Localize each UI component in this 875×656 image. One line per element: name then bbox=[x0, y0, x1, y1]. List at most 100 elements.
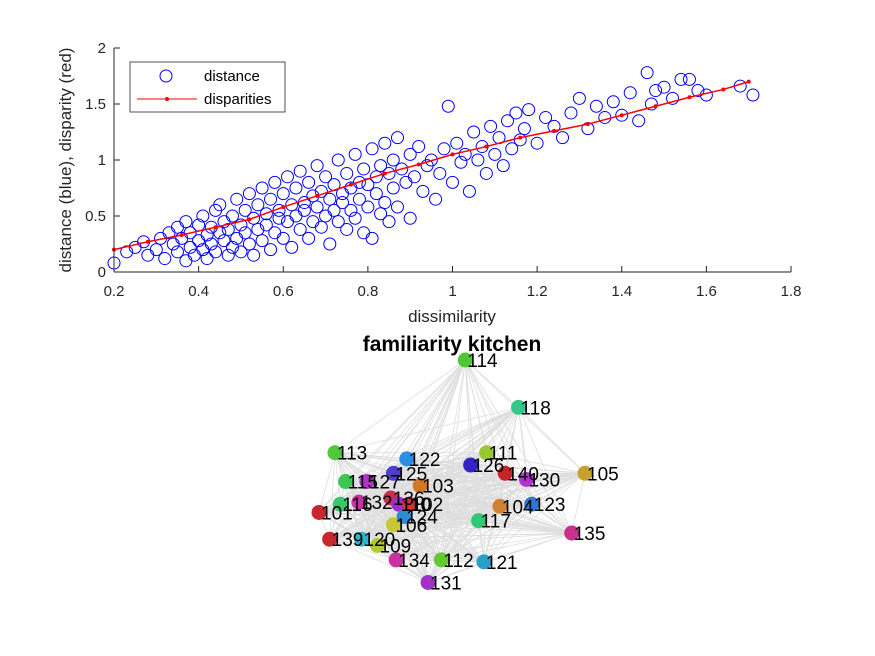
graph-edge bbox=[464, 359, 506, 474]
legend-distance-label: distance bbox=[204, 68, 260, 85]
graph-node bbox=[497, 465, 513, 481]
distance-point bbox=[403, 147, 417, 161]
distance-point bbox=[225, 240, 239, 254]
graph-node bbox=[385, 517, 401, 533]
distance-point bbox=[564, 106, 578, 120]
x-tick-label: 1 bbox=[448, 283, 456, 300]
disparity-point bbox=[145, 239, 150, 244]
graph-node bbox=[399, 451, 415, 467]
distance-point bbox=[352, 175, 366, 189]
distance-point bbox=[238, 203, 252, 217]
distance-point bbox=[293, 164, 307, 178]
distance-point bbox=[505, 142, 519, 156]
disparity-point bbox=[179, 233, 184, 238]
node-label: 103 bbox=[422, 477, 454, 498]
graph-node bbox=[401, 496, 417, 512]
node-label: 123 bbox=[534, 495, 566, 516]
distance-point bbox=[479, 166, 493, 180]
distance-point bbox=[412, 140, 426, 154]
node-label: 126 bbox=[473, 456, 505, 477]
graph-node bbox=[577, 465, 593, 481]
node-label: 110 bbox=[401, 495, 431, 516]
distance-point bbox=[344, 203, 358, 217]
disparities-series bbox=[112, 79, 751, 252]
graph-edge bbox=[419, 485, 500, 507]
node-label: 106 bbox=[395, 516, 427, 537]
distance-point bbox=[302, 175, 316, 189]
distance-point bbox=[509, 106, 523, 120]
disparity-point bbox=[450, 152, 455, 157]
distance-point bbox=[331, 153, 345, 167]
graph-edge bbox=[409, 503, 485, 563]
node-label: 131 bbox=[430, 573, 462, 594]
graph-node bbox=[385, 465, 401, 481]
graph-edge bbox=[329, 538, 397, 561]
distance-point bbox=[691, 84, 705, 98]
distance-point bbox=[264, 243, 278, 257]
graph-edge bbox=[329, 538, 442, 561]
graph-edge bbox=[531, 503, 572, 534]
x-tick-labels: 0.2 0.4 0.6 0.8 1 1.2 1.4 1.6 1.8 bbox=[104, 283, 802, 300]
graph-edge bbox=[465, 359, 586, 474]
disparity-point bbox=[281, 205, 286, 210]
distance-point bbox=[365, 142, 379, 156]
distance-point bbox=[649, 84, 663, 98]
graph-node bbox=[351, 494, 367, 510]
distance-point bbox=[424, 153, 438, 167]
graph-edge bbox=[499, 472, 586, 507]
node-label: 102 bbox=[411, 495, 443, 516]
distance-point bbox=[225, 209, 239, 223]
distance-point bbox=[615, 108, 629, 122]
distance-point bbox=[293, 222, 307, 236]
y-tick-label: 0.5 bbox=[85, 208, 106, 225]
distance-point bbox=[314, 220, 328, 234]
node-label: 101 bbox=[321, 503, 353, 524]
graph-node bbox=[492, 498, 508, 514]
distance-point bbox=[666, 91, 680, 105]
y-tick-labels: 0 0.5 1 1.5 2 bbox=[85, 40, 106, 281]
distance-point bbox=[496, 159, 510, 173]
disparity-point bbox=[653, 104, 658, 109]
graph-edge bbox=[318, 512, 572, 534]
graph-edge bbox=[483, 472, 586, 563]
graph-edge bbox=[518, 407, 586, 474]
distance-point bbox=[644, 97, 658, 111]
distance-point bbox=[297, 203, 311, 217]
distance-point bbox=[259, 218, 273, 232]
legend-distance-marker bbox=[159, 69, 173, 83]
distance-point bbox=[221, 222, 235, 236]
distance-point bbox=[340, 222, 354, 236]
distance-point bbox=[276, 231, 290, 245]
graph-edge bbox=[393, 524, 572, 534]
graph-edge bbox=[329, 520, 479, 540]
distance-point bbox=[323, 192, 337, 206]
disparity-point bbox=[746, 79, 751, 84]
graph-edge bbox=[366, 359, 466, 482]
scatter-plot: 0.2 0.4 0.6 0.8 1 1.2 1.4 1.6 1.8 0 0.5 1 1.5 2 diss… bbox=[56, 40, 801, 326]
graph-node bbox=[332, 496, 348, 512]
graph-node bbox=[327, 445, 343, 461]
x-tick-label: 1.6 bbox=[696, 283, 717, 300]
distance-point bbox=[289, 181, 303, 195]
distance-point bbox=[234, 245, 248, 259]
distance-point bbox=[374, 159, 388, 173]
distance-point bbox=[462, 184, 476, 198]
node-label: 140 bbox=[507, 464, 539, 485]
graph-edge bbox=[404, 516, 572, 534]
distance-point bbox=[183, 240, 197, 254]
axes bbox=[113, 47, 792, 273]
graph-edge bbox=[377, 545, 442, 561]
disparities-line bbox=[113, 80, 749, 251]
distance-point bbox=[378, 196, 392, 210]
graph-edge bbox=[334, 359, 466, 454]
distance-point bbox=[310, 159, 324, 173]
distance-point bbox=[272, 211, 286, 225]
distance-point bbox=[361, 200, 375, 214]
graph-node bbox=[370, 537, 386, 553]
graph-node bbox=[463, 457, 479, 473]
distance-point bbox=[530, 136, 544, 150]
y-tick-label: 1 bbox=[98, 152, 106, 169]
x-tick-label: 1.4 bbox=[611, 283, 632, 300]
distance-point bbox=[170, 245, 184, 259]
